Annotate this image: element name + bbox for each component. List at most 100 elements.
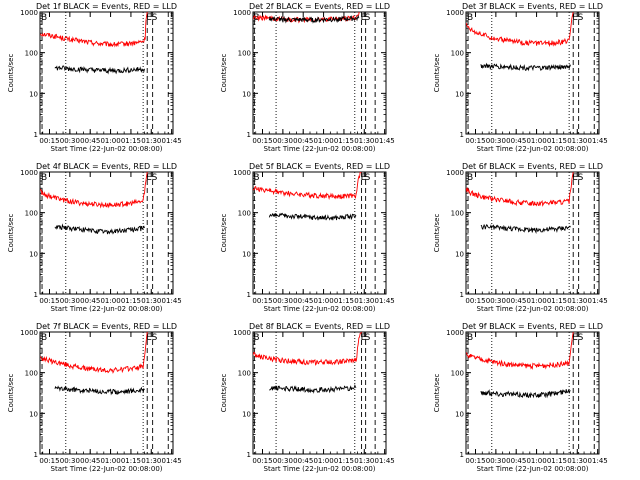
- y-tick-label: 100: [25, 50, 38, 58]
- marker-label-s: S: [152, 13, 158, 23]
- y-tick-label: 1: [460, 291, 464, 299]
- x-axis-label: Start Time (22-Jun-02 00:08:00): [51, 465, 163, 473]
- series-lld-line: [253, 12, 360, 24]
- x-tick-label: 00:45: [506, 297, 526, 305]
- y-axis-label: Counts/sec: [220, 54, 228, 93]
- x-tick-label: 00:45: [506, 137, 526, 145]
- x-tick-label: 00:15: [465, 457, 485, 465]
- plot-frame: [465, 331, 600, 455]
- marker-label-b: B: [41, 13, 47, 23]
- x-tick-label: 01:30: [567, 137, 587, 145]
- y-axis-label: Counts/sec: [7, 214, 15, 253]
- chart-title: Det 9f BLACK = Events, RED = LLD: [462, 322, 603, 331]
- x-tick-label: 00:15: [39, 457, 59, 465]
- plot-frame: [39, 331, 174, 455]
- x-axis-label: Start Time (22-Jun-02 00:08:00): [264, 465, 376, 473]
- plot-frame: [252, 331, 387, 455]
- y-tick-label: 1: [247, 291, 251, 299]
- marker-label-s: S: [578, 333, 584, 343]
- x-tick-label: 00:15: [39, 137, 59, 145]
- y-tick-label: 1000: [233, 9, 251, 17]
- series-events-line: [54, 223, 145, 235]
- chart-title: Det 8f BLACK = Events, RED = LLD: [249, 322, 390, 331]
- x-tick-label: 00:15: [39, 297, 59, 305]
- y-tick-label: 10: [29, 250, 38, 258]
- x-tick-label: 00:30: [60, 297, 80, 305]
- y-tick-label: 10: [29, 410, 38, 418]
- chart-panel-4: Det 4f BLACK = Events, RED = LLD 1 10 100 10…: [7, 162, 182, 313]
- chart-title: Det 3f BLACK = Events, RED = LLD: [462, 2, 603, 11]
- x-tick-label: 01:15: [121, 457, 141, 465]
- y-tick-label: 1000: [233, 329, 251, 337]
- x-tick-label: 01:45: [375, 457, 395, 465]
- marker-label-b: B: [253, 333, 259, 343]
- x-tick-label: 01:30: [567, 297, 587, 305]
- x-tick-label: 00:45: [293, 137, 313, 145]
- series-events-line: [480, 388, 571, 399]
- x-tick-label: 01:00: [526, 457, 546, 465]
- y-axis-label: Counts/sec: [7, 54, 15, 93]
- x-axis-label: Start Time (22-Jun-02 00:08:00): [477, 465, 589, 473]
- marker-label-e: E: [572, 13, 578, 23]
- y-axis-label: Counts/sec: [220, 374, 228, 413]
- x-tick-label: 01:30: [141, 457, 161, 465]
- y-axis-label: Counts/sec: [433, 374, 441, 413]
- x-tick-label: 00:45: [80, 457, 100, 465]
- x-tick-label: 01:45: [162, 137, 182, 145]
- marker-label-e: E: [572, 173, 578, 183]
- y-tick-label: 100: [451, 210, 464, 218]
- y-tick-label: 1000: [446, 329, 464, 337]
- x-tick-label: 01:15: [334, 297, 354, 305]
- series-lld-line: [40, 172, 148, 209]
- x-tick-label: 00:30: [486, 137, 506, 145]
- y-tick-label: 10: [242, 410, 251, 418]
- marker-label-b: B: [467, 173, 473, 183]
- marker-label-b: B: [467, 13, 473, 23]
- chart-title: Det 5f BLACK = Events, RED = LLD: [249, 162, 390, 171]
- x-tick-label: 00:30: [60, 137, 80, 145]
- y-tick-label: 10: [242, 90, 251, 98]
- series-lld-line: [253, 332, 362, 366]
- marker-label-e: E: [361, 333, 367, 343]
- chart-title: Det 4f BLACK = Events, RED = LLD: [36, 162, 177, 171]
- x-tick-label: 01:45: [588, 457, 608, 465]
- y-tick-label: 1: [247, 451, 251, 459]
- y-tick-label: 10: [455, 410, 464, 418]
- marker-label-e: E: [361, 13, 367, 23]
- x-tick-label: 01:30: [141, 137, 161, 145]
- x-tick-label: 00:15: [252, 297, 272, 305]
- x-axis-label: Start Time (22-Jun-02 00:08:00): [264, 305, 376, 313]
- y-tick-label: 100: [451, 370, 464, 378]
- series-events-line: [54, 385, 145, 396]
- x-tick-label: 00:45: [80, 297, 100, 305]
- y-tick-label: 1000: [20, 169, 38, 177]
- x-tick-label: 01:15: [121, 137, 141, 145]
- x-axis-label: Start Time (22-Jun-02 00:08:00): [477, 145, 589, 153]
- series-events-line: [269, 383, 357, 394]
- x-tick-label: 01:00: [100, 457, 120, 465]
- plot-frame: [39, 171, 174, 295]
- marker-label-s: S: [578, 173, 584, 183]
- y-tick-label: 10: [455, 250, 464, 258]
- marker-label-e: E: [146, 173, 152, 183]
- y-tick-label: 10: [455, 90, 464, 98]
- x-tick-label: 00:15: [465, 137, 485, 145]
- series-events-line: [480, 223, 571, 235]
- marker-label-b: B: [253, 13, 259, 23]
- x-tick-label: 01:00: [313, 297, 333, 305]
- marker-label-s: S: [578, 13, 584, 23]
- x-tick-label: 00:30: [60, 457, 80, 465]
- x-tick-label: 01:00: [100, 297, 120, 305]
- series-lld-line: [466, 172, 574, 207]
- y-tick-label: 1000: [20, 9, 38, 17]
- x-tick-label: 01:30: [354, 137, 374, 145]
- y-tick-label: 1: [34, 291, 38, 299]
- x-tick-label: 01:45: [375, 137, 395, 145]
- chart-panel-8: Det 8f BLACK = Events, RED = LLD 1 10 100 10…: [220, 322, 395, 473]
- marker-label-e: E: [146, 333, 152, 343]
- y-tick-label: 1: [460, 451, 464, 459]
- plot-frame: [465, 171, 600, 295]
- marker-label-s: S: [152, 333, 158, 343]
- chart-panel-9: Det 9f BLACK = Events, RED = LLD 1 10 100 10…: [433, 322, 608, 473]
